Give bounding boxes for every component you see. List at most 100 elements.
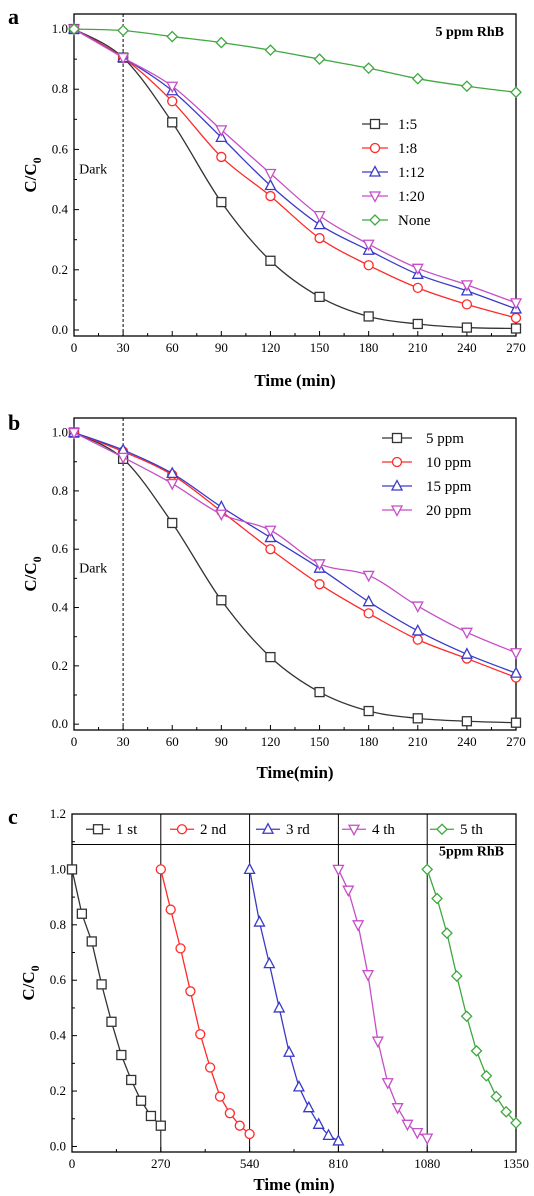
panel-label: c (8, 804, 18, 829)
series-line (73, 431, 517, 674)
data-point (215, 500, 228, 512)
legend-label: 2 nd (200, 822, 227, 838)
data-point (361, 970, 375, 982)
series-line (73, 28, 517, 304)
legend-label: 1:8 (398, 141, 417, 157)
x-tick-label: 0 (69, 1156, 76, 1171)
data-point (263, 956, 276, 969)
y-axis-label-main: C/C (19, 971, 38, 1000)
x-tick-label: 1080 (414, 1156, 440, 1171)
data-point (412, 634, 423, 645)
data-point (264, 168, 277, 181)
y-tick-label: 0.4 (50, 1028, 67, 1043)
x-tick-label: 120 (261, 734, 281, 749)
data-point (155, 864, 166, 875)
data-point (204, 1062, 216, 1073)
legend: 1:5 1:8 1:12 1:20 None (362, 117, 431, 229)
x-tick-label: 30 (117, 340, 130, 355)
data-point (265, 544, 276, 555)
plot-frame (73, 13, 517, 337)
chart-b: 0 30 60 90 120 150 180 210 240 270 0.0 0.2 0.4 0.6 0.8… (8, 410, 526, 782)
x-tick-label: 240 (457, 734, 477, 749)
data-point (313, 210, 326, 223)
data-point (381, 1078, 394, 1090)
data-point (363, 311, 374, 322)
series-line (160, 869, 251, 1135)
y-tick-label: 0.6 (52, 541, 69, 556)
data-point (411, 72, 424, 85)
data-point (145, 1110, 157, 1122)
y-tick-label: 0.6 (50, 972, 67, 987)
data-point (264, 525, 277, 538)
data-point (106, 1016, 117, 1027)
series-line (73, 431, 517, 654)
data-point (302, 1100, 315, 1113)
legend-marker (261, 822, 275, 834)
data-point (362, 594, 375, 607)
x-tick-label: 270 (506, 340, 526, 355)
x-tick-label: 0 (71, 340, 78, 355)
series-15-ppm (67, 425, 523, 678)
data-point (352, 920, 365, 932)
panel-label: a (8, 4, 19, 29)
data-point (411, 1127, 424, 1140)
data-point (412, 318, 423, 330)
data-point (371, 1036, 384, 1049)
series-line (73, 431, 517, 679)
data-point (67, 427, 81, 440)
data-point (116, 1049, 127, 1061)
data-point (264, 178, 277, 191)
data-point (510, 323, 522, 334)
data-point (460, 627, 473, 640)
data-point (215, 125, 228, 137)
legend: 1 st 2 nd 3 rd 4 th 5 th (86, 822, 483, 838)
y-tick-label: 1.0 (52, 425, 68, 440)
data-point (500, 1105, 513, 1118)
data-point (460, 80, 473, 93)
x-tick-label: 240 (457, 340, 477, 355)
data-point (510, 86, 522, 99)
data-point (76, 908, 88, 919)
data-point (509, 648, 523, 660)
x-tick-label: 90 (215, 734, 228, 749)
series-20-ppm (67, 427, 523, 660)
data-point (461, 716, 473, 727)
data-point (450, 970, 463, 982)
legend-marker (176, 824, 188, 835)
x-axis-label: Time (min) (254, 371, 335, 390)
x-tick-label: 270 (506, 734, 526, 749)
y-tick-label: 0.0 (50, 1138, 66, 1153)
x-tick-label: 210 (408, 340, 428, 355)
data-point (342, 885, 355, 898)
data-point (234, 1120, 245, 1131)
data-point (167, 517, 178, 529)
x-tick-label: 180 (359, 734, 379, 749)
data-point (265, 255, 276, 266)
data-point (167, 117, 178, 128)
series-1-5 (68, 23, 522, 334)
legend-label: 1:12 (398, 165, 425, 181)
data-point (292, 1079, 306, 1092)
data-point (441, 927, 453, 940)
data-point (166, 466, 179, 479)
data-point (66, 864, 78, 875)
data-point (362, 239, 375, 252)
chart-a: 0 30 60 90 120 150 180 210 240 270 0.0 0.2 0.4 0.6 0.8… (8, 4, 526, 390)
data-point (332, 864, 345, 877)
x-tick-label: 90 (215, 340, 228, 355)
data-point (421, 1133, 434, 1146)
data-point (265, 651, 276, 663)
x-tick-label: 180 (359, 340, 379, 355)
x-tick-label: 120 (261, 340, 281, 355)
legend-label: 5 ppm (426, 431, 464, 447)
legend-marker (436, 823, 448, 836)
data-point (510, 312, 522, 324)
x-tick-label: 810 (329, 1156, 349, 1171)
data-point (313, 217, 326, 230)
x-tick-label: 1350 (503, 1156, 529, 1171)
x-tick-label: 210 (408, 734, 428, 749)
y-tick-label: 0.0 (52, 322, 68, 337)
data-point (166, 81, 179, 94)
legend-label: 4 th (372, 822, 395, 838)
data-point (509, 666, 523, 678)
